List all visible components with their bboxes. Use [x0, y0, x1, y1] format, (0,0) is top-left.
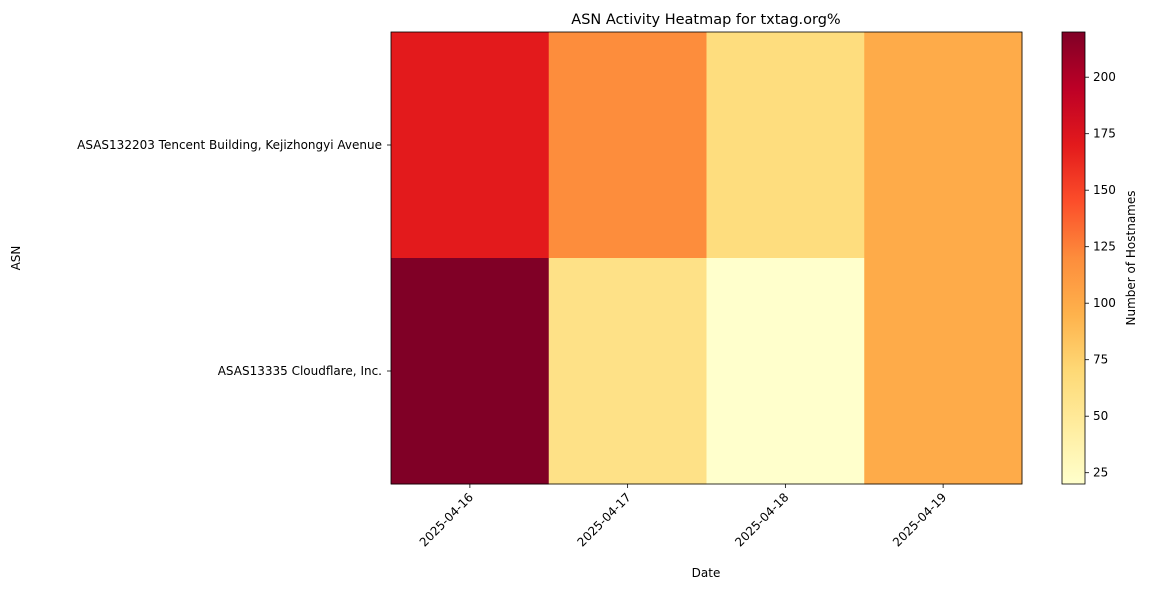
colorbar-tick-label: 200 — [1093, 70, 1116, 84]
plot-frame — [390, 31, 1023, 485]
heatmap-cell — [391, 258, 550, 485]
x-tick-label: 2025-04-19 — [890, 490, 949, 549]
x-tick-label: 2025-04-18 — [732, 490, 791, 549]
colorbar-ticks: 25 50 75 100 125 150 175 200 — [1085, 70, 1116, 480]
colorbar-tick-label: 25 — [1093, 466, 1108, 480]
heatmap-cell — [864, 32, 1023, 259]
colorbar — [1062, 32, 1085, 484]
x-tick-label: 2025-04-16 — [417, 490, 476, 549]
heatmap-cell — [548, 32, 707, 259]
chart-title: ASN Activity Heatmap for txtag.org% — [571, 12, 840, 28]
colorbar-label: Number of Hostnames — [1124, 190, 1138, 325]
heatmap-cell — [864, 258, 1023, 485]
heatmap-cell — [391, 32, 550, 259]
heatmap-cell — [706, 32, 865, 259]
heatmap-cells — [391, 32, 1023, 485]
y-axis-ticks: ASAS132203 Tencent Building, Kejizhongyi… — [77, 138, 391, 378]
colorbar-tick-label: 150 — [1093, 183, 1116, 197]
heatmap-cell — [706, 258, 865, 485]
y-axis-title: ASN — [9, 246, 23, 271]
x-axis-ticks: 2025-04-16 2025-04-17 2025-04-18 2025-04-19 — [417, 484, 949, 549]
heatmap-cell — [548, 258, 707, 485]
colorbar-tick-label: 75 — [1093, 353, 1108, 367]
colorbar-frame — [1061, 31, 1086, 485]
y-tick-label: ASAS132203 Tencent Building, Kejizhongyi… — [77, 138, 382, 152]
colorbar-tick-label: 175 — [1093, 127, 1116, 141]
colorbar-tick-label: 50 — [1093, 409, 1108, 423]
x-axis-title: Date — [692, 566, 721, 580]
x-tick-label: 2025-04-17 — [575, 490, 634, 549]
colorbar-tick-label: 125 — [1093, 240, 1116, 254]
colorbar-tick-label: 100 — [1093, 296, 1116, 310]
y-tick-label: ASAS13335 Cloudflare, Inc. — [218, 364, 382, 378]
